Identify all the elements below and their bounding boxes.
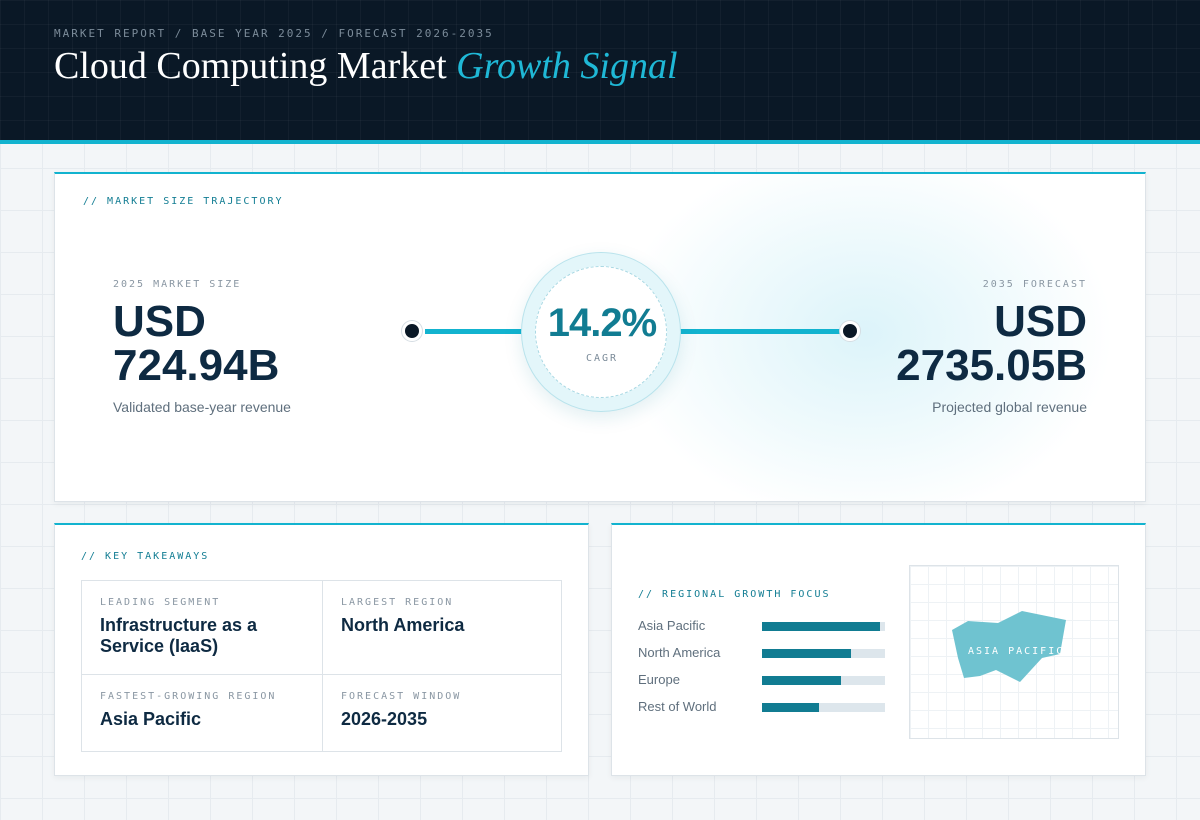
takeaway-caption: FASTEST-GROWING REGION: [100, 691, 277, 702]
background-glow: [615, 174, 1115, 501]
report-kicker: MARKET REPORT / BASE YEAR 2025 / FORECAS…: [54, 27, 494, 40]
takeaway-value: Asia Pacific: [100, 709, 202, 729]
title-accent: Growth Signal: [456, 45, 678, 87]
takeaway-forecast-window: FORECAST WINDOW 2026-2035: [322, 674, 562, 751]
trajectory-label: // MARKET SIZE TRAJECTORY: [83, 196, 284, 207]
takeaway-fastest-growing-region: FASTEST-GROWING REGION Asia Pacific: [82, 674, 322, 751]
start-value: 724.94B: [113, 341, 280, 390]
region-bar-fill: [762, 649, 851, 658]
cagr-value: 14.2%: [547, 301, 657, 345]
report-header: MARKET REPORT / BASE YEAR 2025 / FORECAS…: [0, 0, 1200, 144]
end-caption: 2035 FORECAST: [982, 279, 1087, 290]
end-description: Projected global revenue: [932, 399, 1087, 415]
region-bar-track: [762, 676, 885, 685]
regional-label: // REGIONAL GROWTH FOCUS: [638, 589, 831, 600]
region-bar-track: [762, 703, 885, 712]
asia-pacific-map-shape: [952, 611, 1066, 682]
takeaways-grid: LEADING SEGMENT Infrastructure as a Serv…: [81, 580, 562, 752]
region-bar-track: [762, 649, 885, 658]
takeaway-largest-region: LARGEST REGION North America: [322, 581, 562, 674]
takeaway-caption: LEADING SEGMENT: [100, 597, 221, 608]
regional-growth-card: // REGIONAL GROWTH FOCUS Asia Pacific No…: [611, 523, 1146, 776]
cagr-badge: 14.2% CAGR: [521, 252, 681, 412]
market-size-trajectory-card: // MARKET SIZE TRAJECTORY 2025 MARKET SI…: [54, 172, 1146, 502]
start-description: Validated base-year revenue: [113, 399, 291, 415]
region-bar-name: Europe: [638, 672, 680, 687]
page-title: Cloud Computing Market Growth Signal: [54, 44, 678, 88]
start-currency: USD: [113, 297, 206, 346]
key-takeaways-card: // KEY TAKEAWAYS LEADING SEGMENT Infrast…: [54, 523, 589, 776]
region-bar-row: North America: [638, 644, 888, 662]
takeaway-value: North America: [341, 615, 465, 635]
takeaway-leading-segment: LEADING SEGMENT Infrastructure as a Serv…: [82, 581, 322, 674]
end-value: 2735.05B: [896, 341, 1087, 390]
region-bar-fill: [762, 676, 841, 685]
takeaway-value: Infrastructure as a Service (IaaS): [100, 615, 258, 656]
region-bar-name: Asia Pacific: [638, 618, 706, 633]
region-bar-track: [762, 622, 885, 631]
cagr-label: CAGR: [585, 353, 619, 364]
region-bar-row: Rest of World: [638, 698, 888, 716]
region-bar-fill: [762, 703, 819, 712]
map-region-label: ASIA PACIFIC: [968, 646, 1065, 657]
end-currency: USD: [994, 297, 1087, 346]
takeaway-caption: LARGEST REGION: [341, 597, 454, 608]
start-dot: [402, 321, 422, 341]
end-dot: [840, 321, 860, 341]
region-map: ASIA PACIFIC: [909, 565, 1119, 739]
takeaway-caption: FORECAST WINDOW: [341, 691, 462, 702]
region-bar-row: Asia Pacific: [638, 617, 888, 635]
takeaway-value: 2026-2035: [341, 709, 428, 729]
region-bar-fill: [762, 622, 881, 631]
cagr-inner-circle: 14.2% CAGR: [535, 266, 667, 398]
region-bar-row: Europe: [638, 671, 888, 689]
title-main: Cloud Computing Market: [54, 45, 447, 87]
region-bar-name: North America: [638, 645, 721, 660]
start-caption: 2025 MARKET SIZE: [113, 279, 242, 290]
region-bar-name: Rest of World: [638, 699, 717, 714]
takeaways-label: // KEY TAKEAWAYS: [81, 551, 210, 562]
